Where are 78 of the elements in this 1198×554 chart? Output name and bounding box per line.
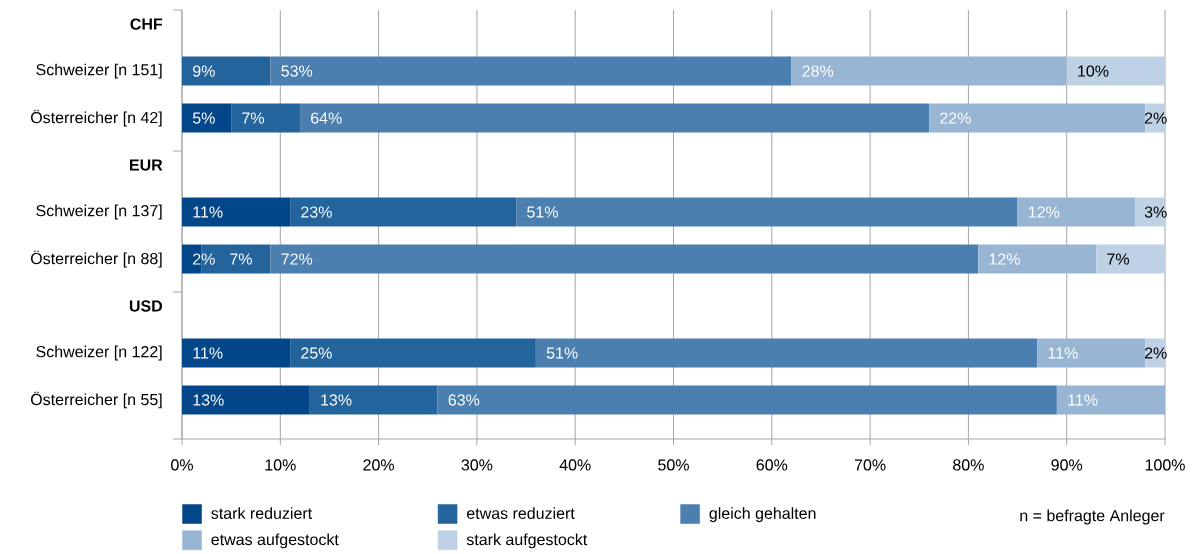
y-tick-label: Schweizer [n 122] [36, 345, 162, 361]
x-tick-label: 100% [1145, 459, 1185, 471]
data-label: 10% [1078, 65, 1109, 77]
x-tick-label: 90% [1051, 459, 1083, 471]
legend-label: stark reduziert [211, 507, 313, 519]
bar [437, 385, 1057, 415]
bar [978, 244, 1097, 274]
data-label: 25% [301, 347, 332, 359]
data-label: 7% [230, 253, 252, 265]
data-label: 11% [1048, 347, 1078, 359]
bar [182, 385, 310, 415]
data-label: 2% [1144, 347, 1167, 359]
bar [270, 56, 792, 86]
legend-label: etwas aufgestockt [211, 533, 339, 549]
legend-label: gleich gehalten [709, 507, 816, 523]
text: n = befragte Anleger [1020, 509, 1165, 525]
data-label: 53% [281, 65, 313, 77]
bar [535, 338, 1038, 368]
data-label: 72% [281, 253, 313, 265]
data-label: 64% [311, 112, 342, 124]
data-label: 12% [989, 253, 1020, 265]
data-label: 2% [193, 253, 215, 265]
data-label: 12% [1029, 206, 1060, 218]
data-label: 63% [448, 394, 480, 406]
bar [516, 197, 1018, 227]
bar [1066, 56, 1166, 86]
x-tick-label: 70% [854, 459, 886, 471]
x-tick-label: 20% [363, 459, 395, 471]
bar [270, 244, 979, 274]
data-label: 11% [1068, 394, 1098, 406]
data-label: 22% [940, 112, 971, 124]
bar [182, 103, 232, 133]
data-label: 13% [321, 394, 352, 406]
data-label: 7% [242, 112, 264, 124]
y-tick-label: USD [129, 300, 163, 312]
legend-label: etwas reduziert [467, 507, 575, 519]
y-tick-label: Schweizer [n 137] [36, 204, 162, 220]
data-label: 11% [193, 206, 223, 218]
data-label: 5% [192, 112, 215, 124]
y-tick-label: Schweizer [n 151] [36, 63, 162, 79]
data-label: 7% [1107, 253, 1130, 265]
bar [929, 103, 1146, 133]
data-label: 11% [193, 347, 223, 359]
y-tick-label: Österreicher [n 42] [30, 109, 162, 127]
data-label: 2% [1144, 112, 1167, 124]
x-tick-label: 50% [658, 459, 689, 471]
bar [309, 385, 438, 415]
bar [1135, 197, 1166, 227]
x-tick-label: 0% [171, 459, 193, 471]
y-tick-label: EUR [130, 159, 163, 171]
x-tick-label: 60% [756, 459, 788, 471]
bar [182, 197, 291, 227]
x-tick-label: 10% [265, 459, 296, 471]
bar [290, 338, 536, 368]
bar [1037, 338, 1146, 368]
x-tick-label: 80% [953, 459, 984, 471]
data-label: 13% [193, 394, 224, 406]
legend-label: stark aufgestockt [466, 533, 588, 549]
data-label: 9% [193, 65, 215, 77]
x-tick-label: 40% [559, 459, 591, 471]
bar [791, 56, 1067, 86]
data-label: 51% [546, 347, 578, 359]
bar [290, 197, 517, 227]
data-label: 3% [1144, 206, 1167, 218]
y-tick-label: Österreicher [n 88] [30, 250, 162, 268]
data-label: 28% [802, 65, 834, 77]
bar [1096, 244, 1166, 274]
y-tick-label: Österreicher [n 55] [30, 391, 162, 409]
bar [299, 103, 930, 133]
data-label: 51% [527, 206, 558, 218]
x-tick-label: 30% [461, 459, 493, 471]
y-tick-label: CHF [130, 18, 163, 30]
bar [182, 338, 291, 368]
bar [231, 103, 300, 133]
bar [182, 56, 271, 86]
bar [1017, 197, 1136, 227]
bar [1056, 385, 1166, 415]
data-label: 23% [301, 206, 332, 218]
